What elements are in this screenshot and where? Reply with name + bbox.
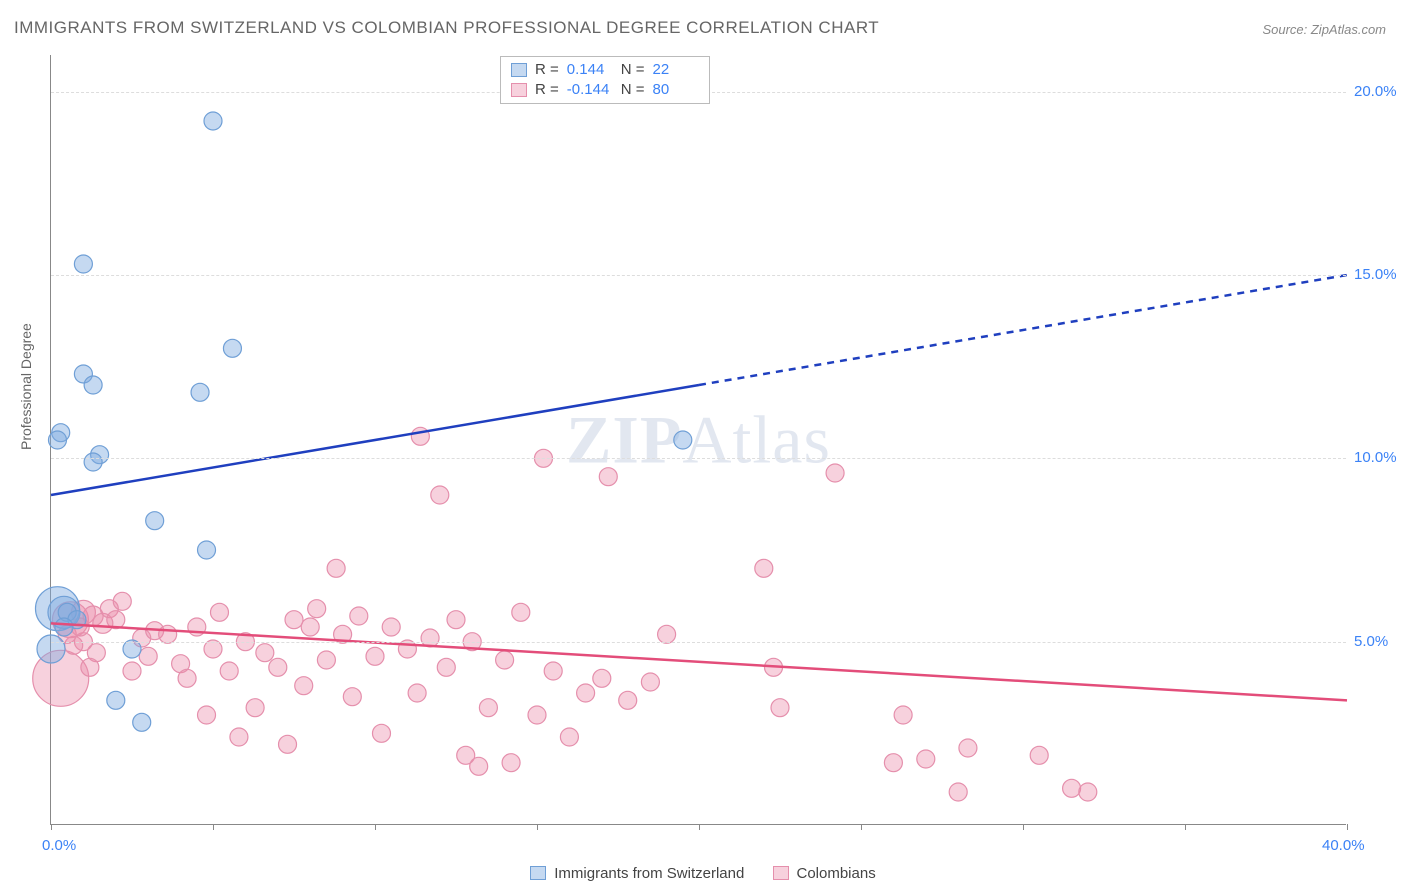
n-value-1: 22 bbox=[653, 60, 699, 80]
legend-item-2: Colombians bbox=[773, 865, 876, 882]
y-tick-label: 10.0% bbox=[1354, 449, 1397, 466]
stats-legend-box: R = 0.144 N = 22 R = -0.144 N = 80 bbox=[500, 56, 710, 104]
stats-row-2: R = -0.144 N = 80 bbox=[511, 80, 699, 100]
r-value-1: 0.144 bbox=[567, 60, 613, 80]
source-attribution: Source: ZipAtlas.com bbox=[1262, 22, 1386, 37]
y-tick-label: 5.0% bbox=[1354, 633, 1388, 650]
plot-area: ZIPAtlas bbox=[50, 55, 1346, 825]
n-label: N = bbox=[621, 80, 645, 100]
r-label: R = bbox=[535, 60, 559, 80]
n-label: N = bbox=[621, 60, 645, 80]
x-tick-label: 40.0% bbox=[1322, 837, 1365, 854]
legend-label-1: Immigrants from Switzerland bbox=[554, 865, 744, 882]
y-axis-title: Professional Degree bbox=[18, 323, 34, 450]
y-tick-label: 20.0% bbox=[1354, 83, 1397, 100]
bottom-legend: Immigrants from Switzerland Colombians bbox=[0, 865, 1406, 885]
r-label: R = bbox=[535, 80, 559, 100]
chart-svg bbox=[51, 55, 1346, 824]
chart-title: IMMIGRANTS FROM SWITZERLAND VS COLOMBIAN… bbox=[14, 18, 879, 38]
swatch-series2 bbox=[773, 866, 789, 880]
legend-item-1: Immigrants from Switzerland bbox=[530, 865, 744, 882]
r-value-2: -0.144 bbox=[567, 80, 613, 100]
swatch-series1 bbox=[530, 866, 546, 880]
chart-container: IMMIGRANTS FROM SWITZERLAND VS COLOMBIAN… bbox=[0, 0, 1406, 892]
stats-row-1: R = 0.144 N = 22 bbox=[511, 60, 699, 80]
y-tick-label: 15.0% bbox=[1354, 266, 1397, 283]
legend-label-2: Colombians bbox=[797, 865, 876, 882]
n-value-2: 80 bbox=[653, 80, 699, 100]
swatch-series2 bbox=[511, 83, 527, 97]
x-tick-label: 0.0% bbox=[42, 837, 76, 854]
swatch-series1 bbox=[511, 63, 527, 77]
